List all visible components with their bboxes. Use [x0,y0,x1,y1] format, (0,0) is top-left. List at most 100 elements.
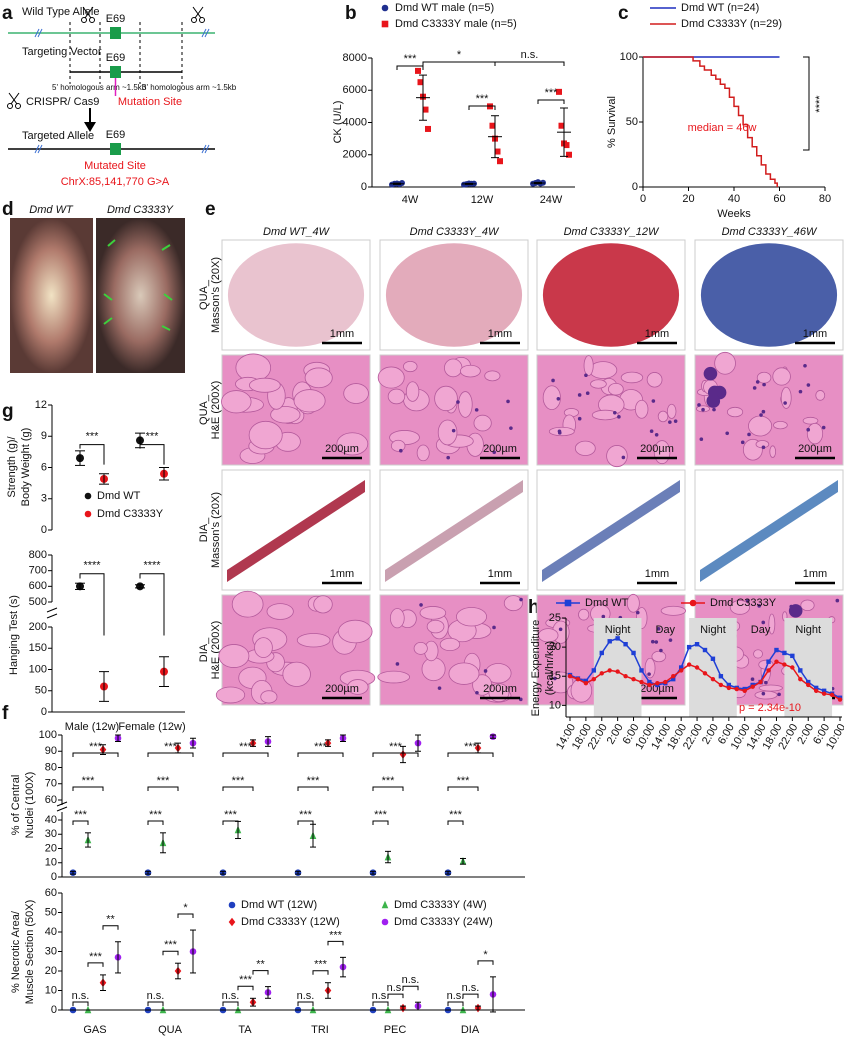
sig-bracket [312,970,329,975]
break-mark [201,144,207,154]
panel-label: e [205,199,216,220]
significance: *** [239,974,253,986]
scale-label: 1mm [488,328,512,340]
fiber [421,657,446,682]
data-point [647,679,652,685]
nucleus [483,669,488,673]
fiber [634,399,649,419]
data-point [607,668,612,673]
panel-label: b [345,3,357,24]
nucleus [635,610,640,615]
nucleus [556,397,561,401]
y-tick-label: 30 [45,828,57,840]
legend-label: Dmd WT (n=24) [681,2,759,14]
sig-bracket [87,962,104,967]
data-point [417,79,424,86]
data-point [694,642,700,647]
fiber [389,608,405,629]
nucleus [654,640,659,644]
significance: n.s. [521,49,539,61]
data-point [599,671,604,676]
data-point [837,697,843,702]
data-point [489,122,496,129]
data-point [718,682,724,688]
break-mark [34,28,40,38]
fiber [347,679,369,695]
fiber [218,644,250,668]
legend-marker [564,599,572,607]
nucleus [806,383,811,387]
significance: * [183,902,188,914]
y-label: % of Central [10,775,22,836]
fiber [646,372,663,388]
nucleus [451,428,456,433]
fiber [714,351,736,375]
row-label: Masson's (20X) [210,492,222,568]
fiber [434,385,458,412]
row-label: DIA_ [198,517,210,542]
y-tick-label: 25 [549,612,561,624]
significance: **** [143,560,161,572]
panel-label: c [618,3,629,24]
y-tick-label: 3 [41,493,47,505]
y-label: % Survival [606,96,618,148]
sig-bracket [447,1001,464,1006]
sig-bracket [72,1001,89,1006]
significance: n.s. [402,974,420,986]
data-point [494,148,501,155]
nucleus [725,431,730,436]
legend-marker [228,917,236,927]
photo [96,218,185,373]
nucleus [777,692,781,697]
data-point [774,647,779,653]
exon-label: E69 [106,13,126,25]
fiber [419,606,447,620]
row-label: Masson's (20X) [210,257,222,333]
data-point [782,662,787,667]
fiber [458,391,473,418]
fiber [484,370,501,382]
data-point [567,674,573,679]
sig-bracket [72,820,89,825]
exon-label: E69 [106,129,126,141]
fiber [416,444,430,462]
x-tick-label: 20 [682,193,694,205]
y-tick-label: 100 [39,729,57,741]
photo [10,218,93,373]
x-tick-label: DIA [461,1024,480,1036]
nucleus [752,386,757,390]
sig-bracket [102,925,119,930]
mutated-label: Mutated Site [84,160,146,172]
y-label: Body Weight (g) [20,428,32,507]
y-tick-label: 50 [45,906,57,918]
sig-bracket [147,752,194,757]
legend-label: Dmd C3333Y (4W) [394,899,487,911]
fiber [768,613,776,635]
y-tick-label: 10 [45,984,57,996]
sig-bracket [252,970,269,975]
y-tick-label: 800 [29,549,47,561]
data-point [813,685,819,691]
panel-label: f [2,703,9,724]
nucleus [419,603,423,607]
scissors-icon [8,92,18,105]
data-point [647,682,652,688]
exon-box [110,27,121,39]
data-point [790,665,795,670]
row-label: H&E (200X) [210,621,222,680]
axis-break [46,607,58,613]
data-point [678,668,684,673]
scale-label: 1mm [330,328,354,340]
legend-label: Dmd C3333Y [97,508,164,520]
data-point [710,656,716,661]
sig-bracket [372,820,389,825]
fiber [444,358,463,378]
sig-bracket [372,752,419,757]
legend-label: Dmd C3333Y (12W) [241,916,340,928]
nucleus [668,420,672,424]
nucleus [803,364,807,368]
fiber [657,410,669,423]
y-tick-label: 0 [632,181,638,193]
nucleus [701,407,705,412]
